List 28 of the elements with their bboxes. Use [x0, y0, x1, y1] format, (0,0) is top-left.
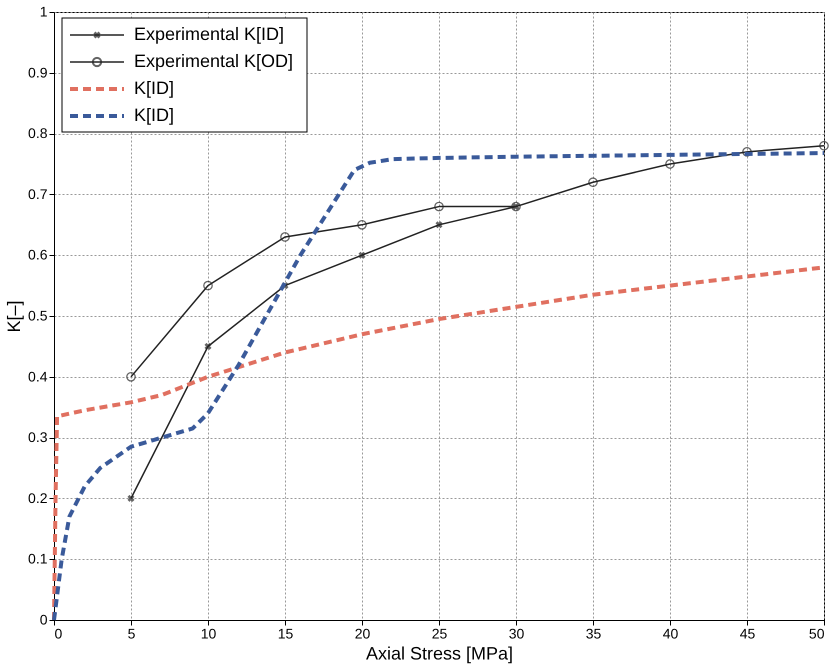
y-tick-label: 0.2 — [28, 490, 48, 506]
y-tick-label: 1 — [40, 4, 48, 20]
legend-label: Experimental K[ID] — [134, 24, 284, 44]
y-axis-title: K[–] — [4, 300, 24, 333]
x-tick-label: 50 — [808, 626, 825, 642]
y-tick-label: 0.1 — [28, 550, 48, 567]
legend-label: K[ID] — [134, 78, 174, 98]
x-tick-label: 20 — [354, 626, 370, 642]
x-axis-title: Axial Stress [MPa] — [366, 644, 514, 664]
y-tick-label: 0.7 — [28, 186, 48, 202]
x-tick-label: 5 — [128, 626, 136, 642]
y-tick-label: 0 — [40, 612, 48, 628]
x-tick-label: 0 — [54, 626, 62, 642]
legend-label: K[ID] — [134, 105, 174, 125]
x-tick-label: 15 — [278, 626, 294, 642]
x-tick-label: 35 — [586, 626, 602, 642]
x-tick-label: 10 — [200, 626, 216, 642]
y-tick-label: 0.5 — [28, 308, 48, 324]
y-tick-label: 0.9 — [28, 64, 48, 80]
y-tick-label: 0.8 — [28, 125, 48, 142]
y-tick-label: 0.4 — [28, 368, 48, 384]
x-tick-label: 45 — [740, 626, 756, 642]
legend-label: Experimental K[OD] — [134, 51, 294, 71]
x-tick-label: 25 — [432, 626, 448, 642]
y-tick-label: 0.3 — [28, 429, 48, 446]
x-tick-label: 40 — [662, 626, 678, 642]
x-tick-label: 30 — [508, 626, 524, 642]
y-tick-label: 0.6 — [28, 246, 48, 263]
